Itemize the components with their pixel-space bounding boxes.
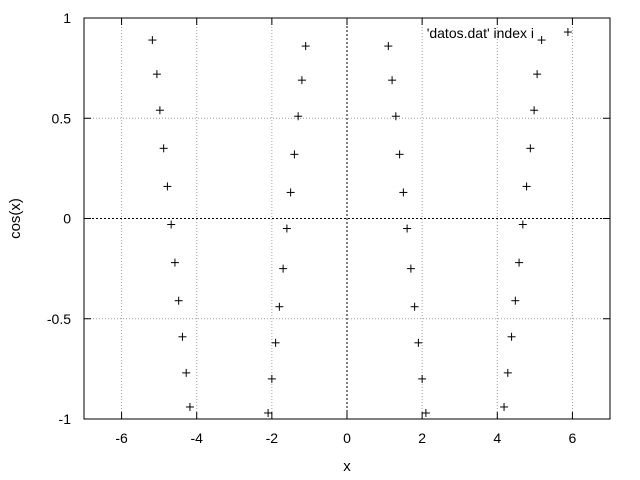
y-tick-label: -1 [59, 411, 72, 427]
data-point [414, 338, 423, 347]
x-axis-label: x [343, 458, 351, 475]
data-point [507, 332, 516, 341]
data-point [294, 112, 303, 121]
data-point [500, 402, 509, 411]
data-point [410, 302, 419, 311]
data-point [185, 402, 194, 411]
data-point [391, 112, 400, 121]
x-tick-label: 4 [493, 430, 501, 446]
grid-lines [84, 18, 610, 419]
y-tick-label: -0.5 [47, 311, 71, 327]
data-point [399, 188, 408, 197]
y-tick-label: 1 [63, 10, 71, 26]
data-point [522, 182, 531, 191]
x-tick-label: 2 [418, 430, 426, 446]
y-tick-label: 0.5 [52, 110, 72, 126]
x-tick-label: 6 [569, 430, 577, 446]
y-tick-labels: -1 -0.5 0 0.5 1 [47, 10, 71, 427]
data-point [421, 408, 430, 417]
data-point [406, 264, 415, 273]
x-tick-label: -4 [190, 430, 203, 446]
x-tick-label: -6 [115, 430, 128, 446]
data-point [275, 302, 284, 311]
data-point [290, 150, 299, 159]
data-point [388, 76, 397, 85]
data-point [282, 224, 291, 233]
plot-frame [83, 17, 611, 420]
data-point [384, 42, 393, 51]
data-point [178, 332, 187, 341]
data-point [515, 258, 524, 267]
data-point [503, 368, 512, 377]
zero-axis-lines [84, 18, 610, 419]
data-point [286, 188, 295, 197]
data-point [155, 106, 164, 115]
legend-label: 'datos.dat' index i [427, 25, 534, 41]
data-point [563, 28, 572, 37]
x-tick-labels: -6 -4 -2 0 2 4 6 [115, 430, 576, 446]
x-tick-label: 0 [343, 430, 351, 446]
data-point [530, 106, 539, 115]
x-tick-label: -2 [266, 430, 279, 446]
y-axis-label: cos(x) [7, 198, 24, 239]
data-point [167, 220, 176, 229]
data-point [170, 258, 179, 267]
data-point [152, 70, 161, 79]
data-point [159, 144, 168, 153]
data-point [163, 182, 172, 191]
data-point [533, 70, 542, 79]
data-point [418, 374, 427, 383]
data-point [279, 264, 288, 273]
data-point [526, 144, 535, 153]
data-point [148, 36, 157, 45]
data-point [271, 338, 280, 347]
data-point [267, 374, 276, 383]
data-point [537, 36, 546, 45]
data-point [518, 220, 527, 229]
data-point [301, 42, 310, 51]
data-point [264, 408, 273, 417]
data-point [297, 76, 306, 85]
data-point [174, 296, 183, 305]
y-tick-label: 0 [63, 211, 71, 227]
data-point [182, 368, 191, 377]
legend: 'datos.dat' index i [427, 25, 534, 41]
data-point [511, 296, 520, 305]
data-point [395, 150, 404, 159]
data-point [403, 224, 412, 233]
data-points [148, 28, 572, 417]
